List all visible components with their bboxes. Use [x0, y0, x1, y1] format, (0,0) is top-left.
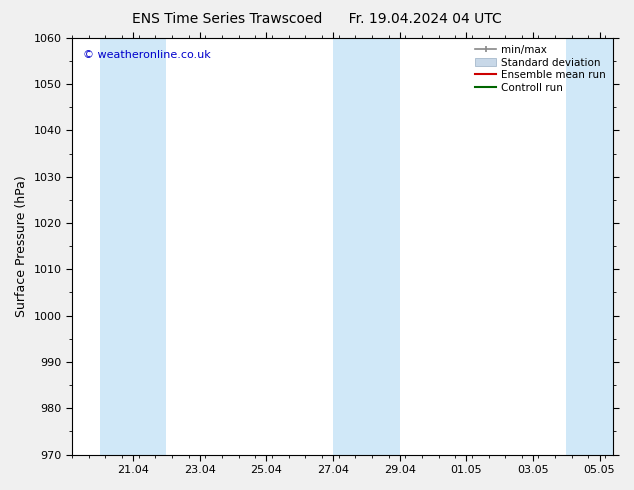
- Bar: [100, 38, 167, 455]
- Legend: min/max, Standard deviation, Ensemble mean run, Controll run: min/max, Standard deviation, Ensemble me…: [473, 43, 608, 95]
- Bar: [566, 38, 614, 455]
- Bar: [333, 38, 399, 455]
- Y-axis label: Surface Pressure (hPa): Surface Pressure (hPa): [15, 175, 28, 317]
- Text: ENS Time Series Trawscoed      Fr. 19.04.2024 04 UTC: ENS Time Series Trawscoed Fr. 19.04.2024…: [132, 12, 502, 26]
- Text: © weatheronline.co.uk: © weatheronline.co.uk: [83, 50, 210, 60]
